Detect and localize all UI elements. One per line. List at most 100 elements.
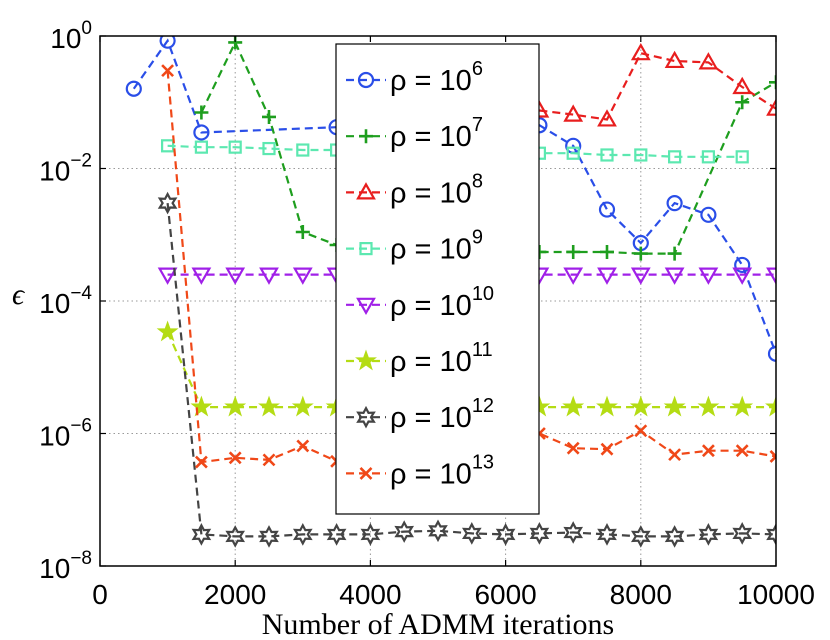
- data-point: [295, 225, 310, 240]
- data-point: [225, 267, 246, 285]
- data-point: [630, 267, 651, 285]
- series-7: [157, 191, 776, 548]
- legend-marker: [359, 242, 373, 256]
- legend-label: ρ = 106: [390, 58, 483, 97]
- data-point: [224, 395, 247, 417]
- data-point: [461, 522, 482, 545]
- legend-marker: [356, 297, 376, 316]
- data-point: [296, 143, 310, 157]
- data-point: [566, 441, 580, 455]
- y-tick-label: 10−4: [39, 283, 92, 319]
- data-point: [600, 442, 614, 456]
- data-point: [697, 395, 720, 417]
- data-point: [191, 523, 212, 546]
- data-point: [735, 95, 750, 110]
- data-point: [735, 444, 749, 458]
- x-tick-labels: 0 2000 4000 6000 8000 10000: [92, 579, 815, 610]
- data-point: [194, 140, 208, 154]
- data-point: [731, 395, 754, 417]
- data-point: [633, 246, 648, 261]
- x-tick-label: 6000: [474, 579, 536, 610]
- data-point: [259, 525, 279, 548]
- legend-item: ρ = 108: [346, 170, 483, 209]
- y-tick-label: 10−6: [39, 416, 92, 452]
- data-point: [157, 191, 178, 215]
- data-point: [734, 256, 751, 274]
- data-point: [193, 124, 210, 141]
- data-point: [161, 64, 175, 78]
- legend-label: ρ = 108: [390, 170, 483, 209]
- data-point: [194, 455, 208, 469]
- data-point: [732, 522, 753, 545]
- data-point: [228, 140, 242, 154]
- data-point: [262, 109, 276, 124]
- data-point: [668, 448, 682, 462]
- legend-item: ρ = 1012: [346, 395, 494, 434]
- data-point: [630, 525, 651, 548]
- data-point: [562, 395, 585, 417]
- legend-marker: [356, 405, 376, 429]
- data-point: [701, 150, 716, 164]
- ticks: [99, 35, 777, 567]
- data-point: [766, 267, 776, 285]
- data-point: [667, 150, 682, 164]
- data-point: [766, 98, 776, 116]
- data-point: [630, 42, 651, 61]
- data-point: [732, 76, 753, 95]
- legend-item: ρ = 106: [346, 58, 483, 97]
- data-point: [563, 521, 584, 544]
- series-group: [125, 36, 776, 548]
- x-axis-title: Number of ADMM iterations: [262, 608, 614, 640]
- data-point: [664, 50, 685, 69]
- data-point: [666, 195, 683, 212]
- legend-item: ρ = 1011: [346, 339, 493, 378]
- data-point: [667, 246, 682, 261]
- data-point: [634, 424, 648, 438]
- data-point: [291, 395, 314, 417]
- data-point: [596, 395, 618, 417]
- series-3: [529, 42, 776, 127]
- data-point: [161, 139, 175, 153]
- y-tick-labels: 100 10−2 10−4 10−6 10−8: [39, 18, 92, 584]
- data-point: [765, 395, 776, 417]
- x-tick-label: 4000: [339, 579, 401, 610]
- data-point: [597, 109, 617, 127]
- data-point: [191, 267, 212, 285]
- data-point: [769, 450, 776, 463]
- legend-marker: [359, 129, 373, 144]
- data-point: [292, 523, 313, 546]
- legend-marker: [356, 182, 376, 200]
- data-point: [428, 519, 448, 543]
- data-point: [292, 267, 313, 285]
- y-tick-label: 10−2: [39, 151, 92, 187]
- data-point: [259, 267, 279, 285]
- data-point: [563, 267, 584, 285]
- legend-label: ρ = 109: [390, 227, 483, 266]
- data-point: [326, 523, 347, 546]
- data-point: [563, 104, 584, 122]
- series-2: [194, 36, 776, 261]
- data-point: [159, 36, 176, 49]
- legend-marker: [355, 349, 377, 371]
- series-line: [166, 70, 776, 464]
- legend-marker: [357, 71, 375, 89]
- data-point: [597, 523, 617, 546]
- y-tick-label: 10−8: [39, 548, 92, 584]
- data-point: [529, 522, 550, 545]
- x-tick-label: 2000: [204, 579, 266, 610]
- data-point: [495, 523, 516, 546]
- data-point: [664, 525, 685, 548]
- x-tick-label: 8000: [610, 579, 672, 610]
- data-point: [296, 439, 310, 453]
- data-point: [598, 201, 616, 218]
- data-point: [125, 80, 142, 97]
- series-line: [166, 202, 776, 538]
- y-axis-title: ϵ: [12, 278, 26, 311]
- data-point: [194, 105, 209, 120]
- data-point: [769, 75, 776, 90]
- legend-item: ρ = 1010: [346, 283, 494, 322]
- data-point: [566, 244, 581, 259]
- data-point: [600, 148, 614, 162]
- data-point: [258, 395, 280, 417]
- x-tick-label: 10000: [737, 579, 815, 610]
